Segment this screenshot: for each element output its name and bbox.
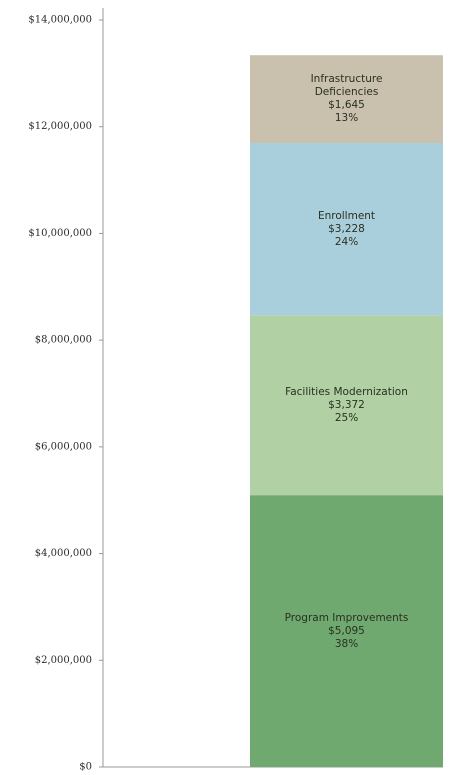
share-label: 38% [334,637,359,650]
y-tick-label: $6,000,000 [35,441,92,452]
bar-segment [250,55,443,143]
share-label: 25% [334,411,359,424]
share-label: 13% [334,112,359,125]
y-tick-label: $10,000,000 [28,228,92,239]
segment-name: Infrastructure Deficiencies [310,73,383,99]
value-label: $3,372 [328,398,365,411]
segment-name: Program Improvements [284,611,409,624]
y-tick-label: $12,000,000 [28,121,92,132]
bar-segment [250,495,443,767]
y-tick-label: $14,000,000 [28,15,92,26]
value-label: $5,095 [328,624,365,637]
value-label: $1,645 [328,99,365,112]
bar-segment [250,142,443,316]
y-tick-label: $4,000,000 [35,548,92,559]
bar-segment [250,315,443,496]
share-label: 24% [334,235,359,248]
segment-name: Facilities Modernization [285,385,408,398]
y-tick-label: $8,000,000 [35,335,92,346]
segment-name: Enrollment [317,209,376,222]
y-tick-label: $0 [79,762,92,773]
value-label: $3,228 [328,222,365,235]
y-tick-label: $2,000,000 [35,655,92,666]
